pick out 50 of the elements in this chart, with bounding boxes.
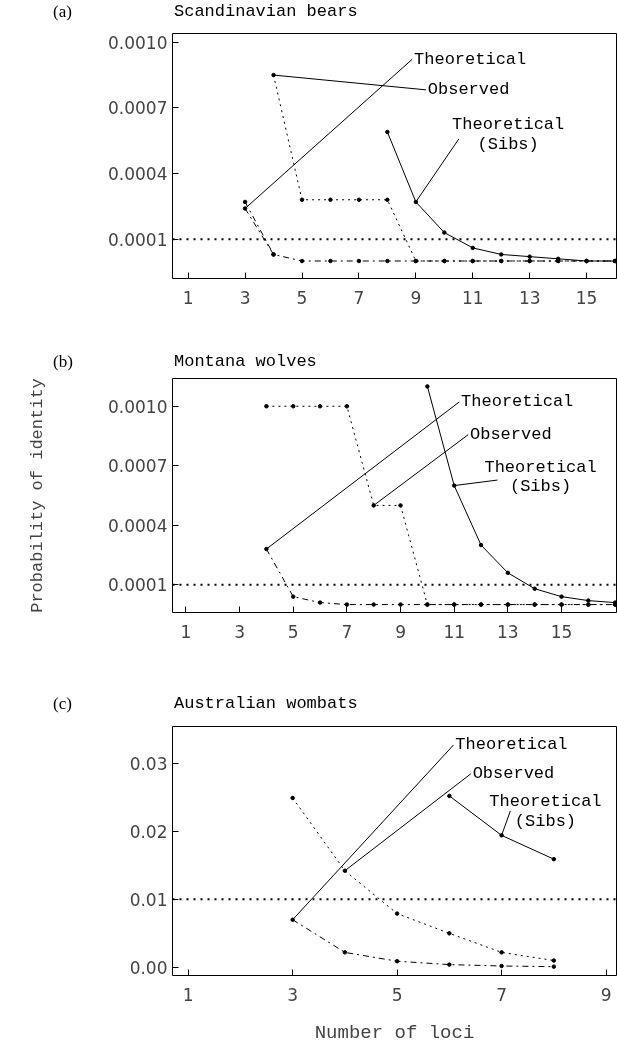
y-tick-label: 0.0010: [108, 396, 168, 417]
x-tick-label: 7: [496, 984, 507, 1005]
text: Theoretical: [455, 735, 568, 755]
x-tick-label: 1: [180, 621, 192, 642]
text: Theoretical (Sibs): [452, 115, 565, 155]
x-tick-label: 9: [395, 621, 406, 642]
x-tick-label: 5: [391, 984, 403, 1005]
x-tick-label: 1: [182, 287, 194, 308]
x-tick-label: 13: [497, 621, 519, 642]
x-axis-title: Number of loci: [314, 1021, 475, 1044]
text: Theoretical: [461, 392, 574, 412]
chart-title: Scandinavian bears: [174, 1, 358, 23]
x-tick-label: 13: [518, 287, 541, 308]
chart-title: Montana wolves: [174, 351, 317, 373]
x-tick-label: 15: [575, 287, 598, 308]
y-tick-label: 0.0004: [108, 164, 168, 184]
text: Observed: [427, 80, 510, 100]
x-tick-label: 9: [600, 984, 612, 1005]
x-tick-label: 3: [234, 621, 245, 642]
x-tick-label: 11: [461, 287, 484, 308]
y-tick-label: 0.0001: [108, 229, 168, 250]
y-tick-label: 0.0001: [108, 575, 168, 596]
text: Theoretical: [414, 49, 527, 69]
y-tick-label: 0.03: [129, 753, 168, 774]
y-tick-label: 0.0007: [108, 98, 168, 119]
text: (a): [53, 1, 72, 23]
y-tick-label: 0.02: [129, 821, 168, 842]
y-axis-title: Probability of identity: [28, 378, 48, 613]
chart-title: Australian wombats: [174, 693, 358, 715]
text: (c): [53, 693, 72, 715]
y-tick-label: 0.01: [129, 889, 168, 910]
x-tick-label: 3: [287, 984, 299, 1005]
x-tick-label: 7: [341, 621, 353, 642]
y-tick-label: 0.0007: [108, 456, 168, 477]
x-tick-label: 5: [296, 287, 308, 308]
series-label: Theoretical (Sibs): [484, 457, 597, 497]
y-tick-label: 0.0004: [108, 515, 168, 536]
x-tick-label: 9: [410, 287, 422, 308]
text: (b): [53, 351, 73, 373]
series-label: Theoretical (Sibs): [489, 792, 602, 832]
x-tick-label: 1: [182, 984, 194, 1005]
x-tick-label: 5: [287, 621, 299, 642]
text: Observed: [469, 425, 552, 445]
x-tick-label: 15: [550, 621, 573, 642]
x-tick-label: 11: [443, 621, 466, 642]
text: Observed: [472, 764, 555, 784]
y-tick-label: 0.00: [129, 957, 168, 978]
x-tick-label: 7: [353, 287, 365, 308]
y-tick-label: 0.0010: [108, 32, 168, 53]
x-tick-label: 3: [239, 287, 251, 308]
